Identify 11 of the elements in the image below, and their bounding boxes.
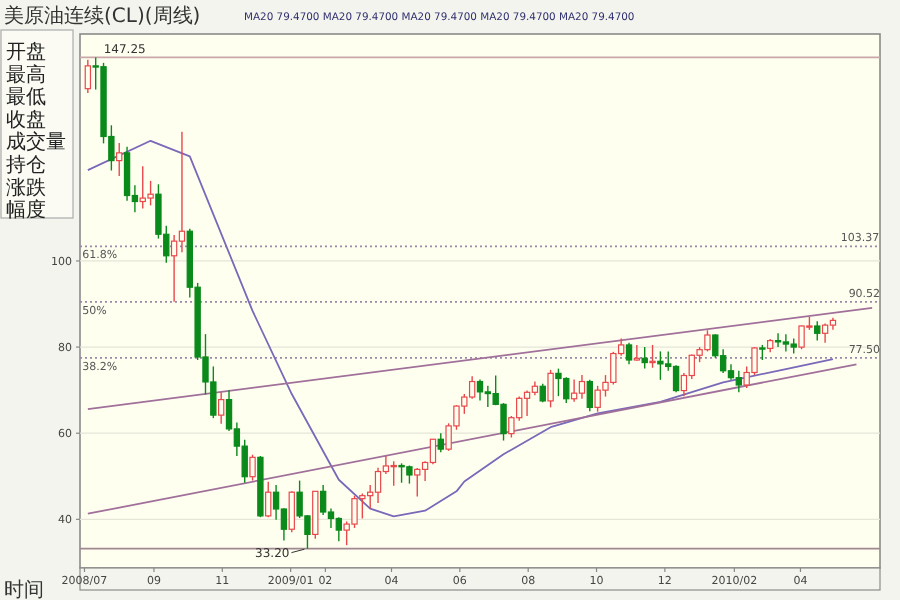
- text: 幅度: [6, 198, 46, 223]
- text: 最低: [6, 87, 46, 110]
- text: 收盘: [6, 107, 46, 132]
- text: 涨跌: [6, 175, 46, 200]
- line-series: [86, 139, 834, 518]
- x-axis-title: 时间: [4, 578, 44, 600]
- text: 成交量: [6, 130, 66, 155]
- text: 最高: [6, 62, 46, 87]
- text: 开盘: [6, 40, 46, 64]
- chart-title: 美原油连续(CL)(周线): [4, 4, 201, 28]
- text: 持仓: [6, 153, 46, 177]
